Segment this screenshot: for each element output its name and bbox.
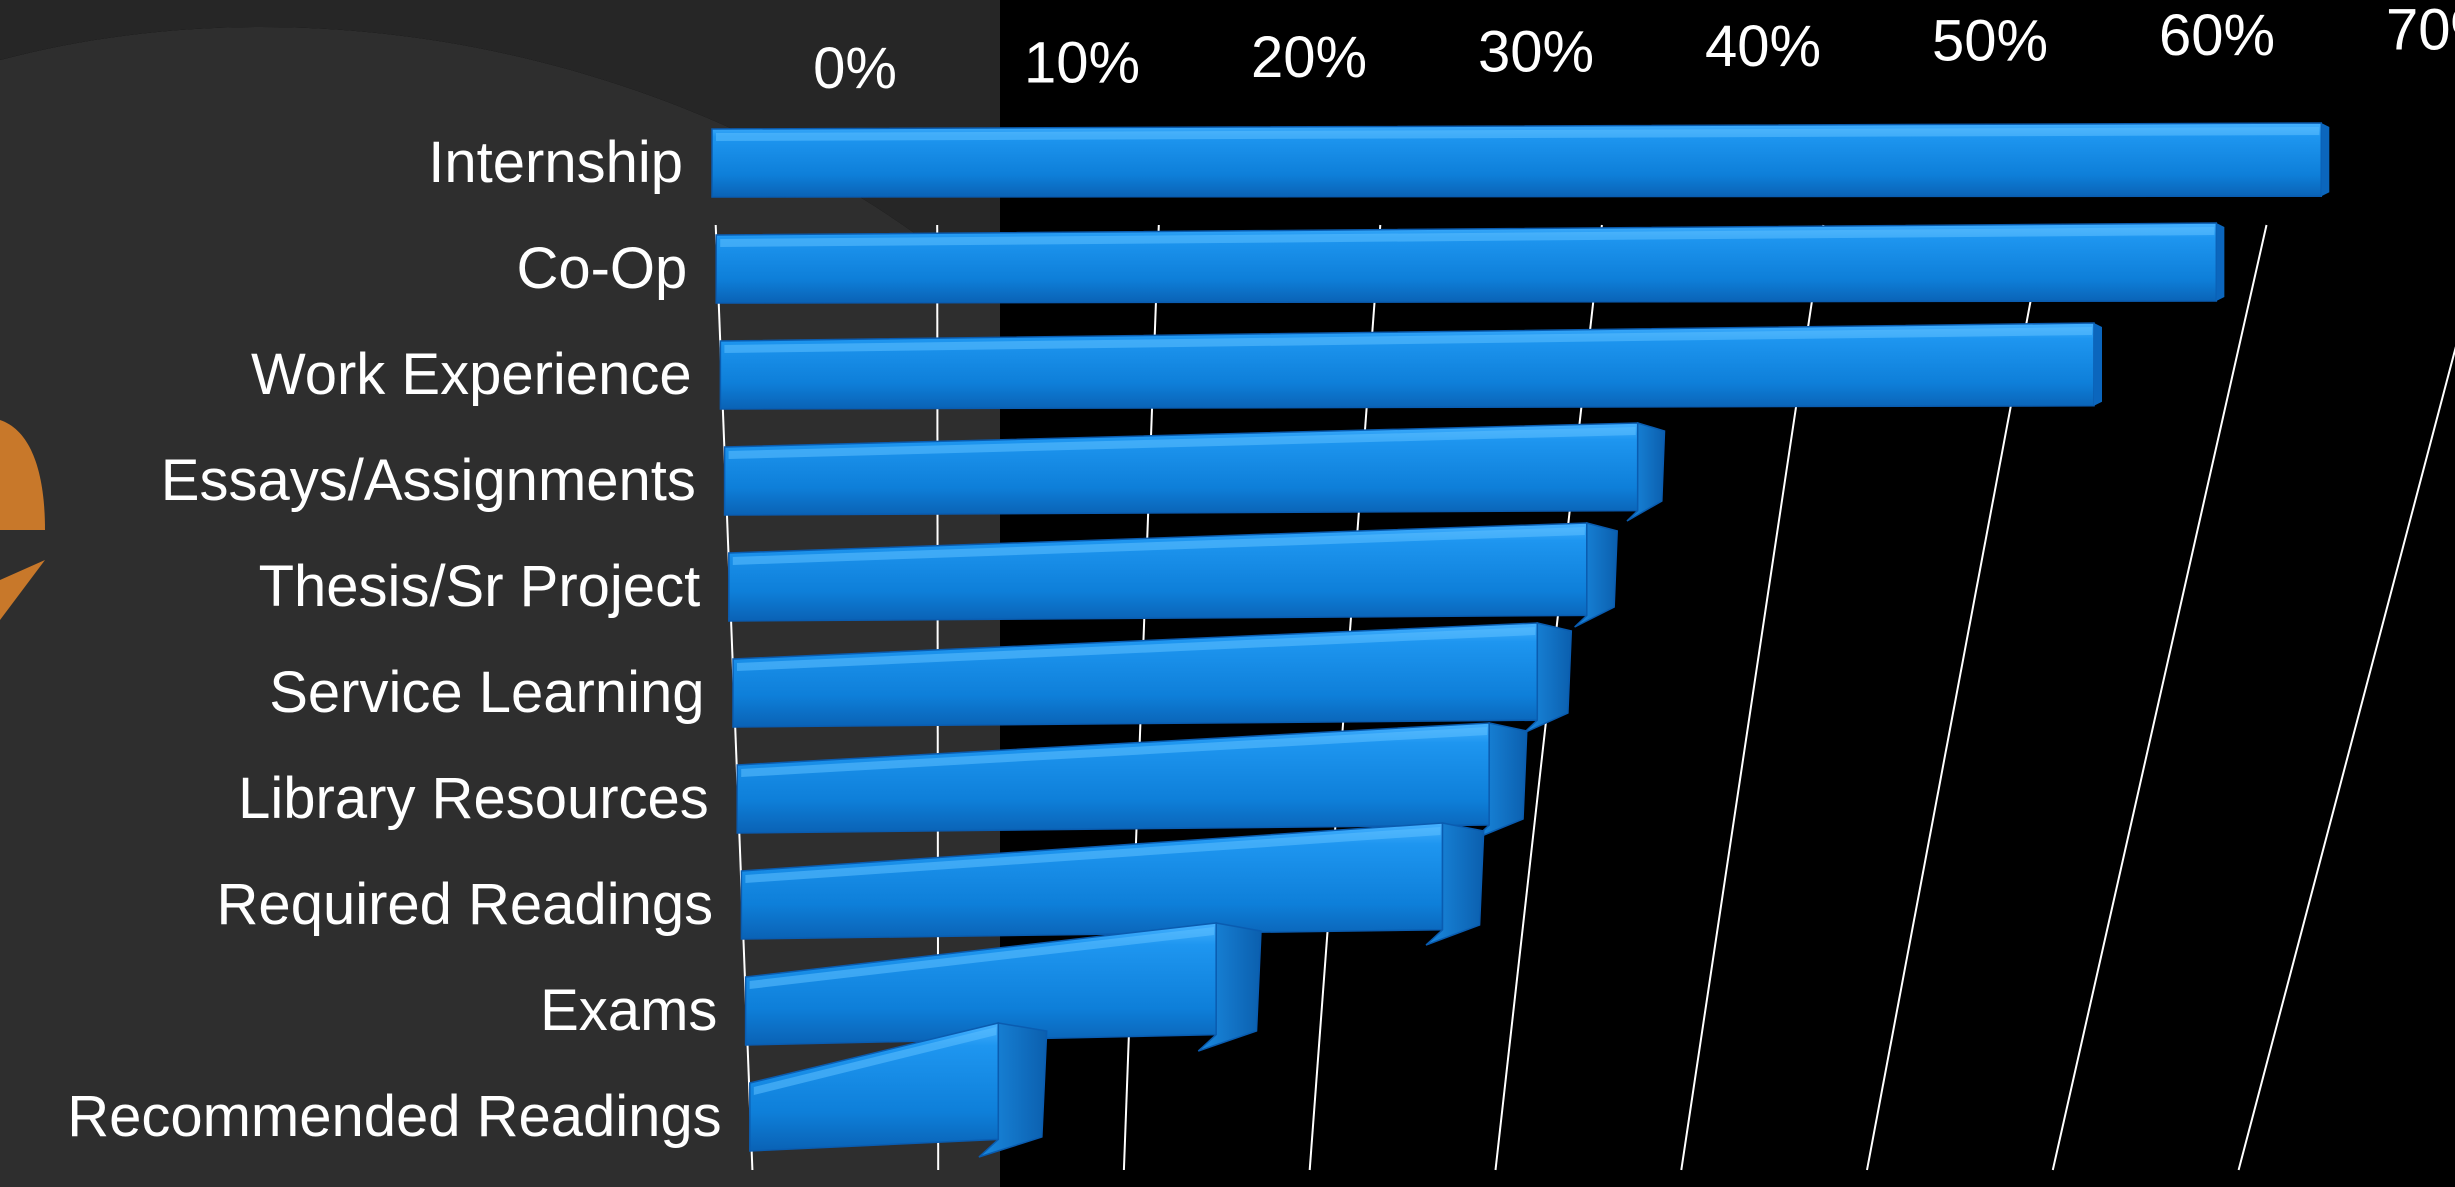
bar-end-cap xyxy=(2094,323,2102,406)
bar xyxy=(719,322,2102,410)
bar xyxy=(744,922,1262,1052)
bar-end-cap xyxy=(1574,522,1618,628)
category-label: Recommended Readings xyxy=(67,1084,721,1149)
gridline xyxy=(2237,346,2455,1171)
bar-end-cap xyxy=(978,1022,1048,1158)
x-tick-label: 50% xyxy=(1932,9,2048,74)
decor-orange-shape xyxy=(0,560,45,620)
bar-highlight xyxy=(737,627,1536,671)
category-label: Service Learning xyxy=(269,660,704,725)
bar-end-cap xyxy=(1626,421,1666,522)
bar-highlight xyxy=(732,527,1585,565)
bar-highlight xyxy=(720,227,2215,247)
x-tick-label: 40% xyxy=(1705,14,1821,79)
bar xyxy=(732,622,1573,734)
bar-highlight xyxy=(716,127,2320,141)
bar-end-cap xyxy=(1523,622,1573,734)
bar xyxy=(728,522,1618,628)
bar xyxy=(749,1022,1048,1158)
decor-arc-top xyxy=(0,0,1000,300)
category-label: Library Resources xyxy=(238,766,709,831)
category-label: Thesis/Sr Project xyxy=(259,554,701,619)
bar xyxy=(736,722,1528,840)
category-label: Work Experience xyxy=(251,342,692,407)
bar-end-cap xyxy=(2216,223,2225,301)
bar xyxy=(715,222,2225,304)
bar-highlight xyxy=(749,927,1215,989)
bar-end-cap xyxy=(1473,722,1528,840)
bar-highlight xyxy=(741,727,1488,777)
x-axis-ticks: 0%10%20%30%40%50%60%70%80% xyxy=(813,0,2455,101)
x-tick-label: 60% xyxy=(2159,3,2275,68)
bar-highlight xyxy=(745,827,1441,883)
decor-orange-shape xyxy=(0,420,45,530)
bar-highlight xyxy=(753,1027,997,1095)
x-tick-label: 10% xyxy=(1024,31,1140,96)
bar-end-cap xyxy=(1425,822,1485,946)
x-tick-label: 30% xyxy=(1478,20,1594,85)
x-tick-label: 20% xyxy=(1251,25,1367,90)
category-label: Exams xyxy=(540,978,717,1043)
category-labels: Internship Co-Op Work Experience Essays/Ass… xyxy=(67,130,721,1149)
bars xyxy=(711,122,2330,1158)
bar-highlight xyxy=(728,427,1636,459)
category-label: Essays/Assignments xyxy=(161,448,696,513)
bar-end-cap xyxy=(1197,922,1262,1052)
x-tick-label: 70% xyxy=(2386,0,2455,63)
category-label: Co-Op xyxy=(516,236,687,301)
bar xyxy=(723,421,1666,522)
bar xyxy=(740,822,1485,946)
x-tick-label: 0% xyxy=(813,36,897,101)
bar-highlight xyxy=(724,327,2092,353)
category-label: Internship xyxy=(428,130,683,195)
bar xyxy=(711,122,2330,198)
bar-end-cap xyxy=(2321,123,2330,197)
category-label: Required Readings xyxy=(217,872,714,937)
gridline xyxy=(2051,224,2268,1171)
